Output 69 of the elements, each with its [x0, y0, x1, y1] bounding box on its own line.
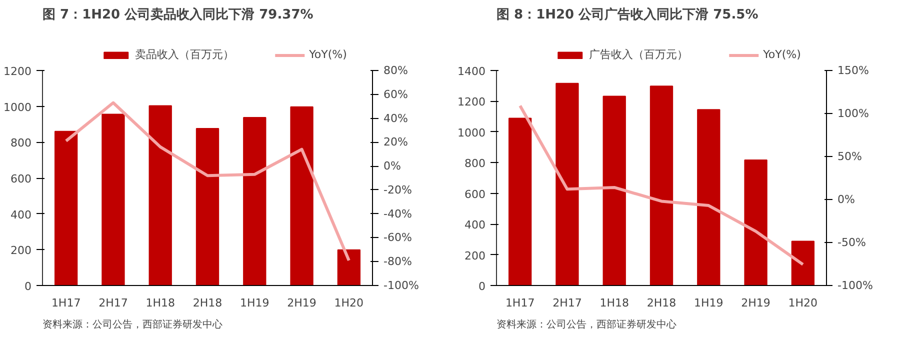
- y2-tick-label: -40%: [384, 207, 412, 220]
- y2-tick-label: 60%: [384, 88, 408, 101]
- bar: [650, 86, 674, 286]
- y2-tick-label: 150%: [838, 64, 869, 77]
- chart-title: 图 7：1H20 公司卖品收入同比下滑 79.37%: [42, 6, 314, 22]
- x-tick-label: 2H17: [552, 296, 582, 310]
- bar: [148, 105, 172, 286]
- x-tick-label: 1H20: [334, 296, 364, 310]
- bar: [196, 128, 220, 286]
- y-tick-label: 1400: [458, 65, 486, 78]
- y-tick-label: 800: [10, 136, 32, 150]
- y-tick-label: 200: [464, 249, 486, 262]
- x-tick-label: 2H19: [741, 296, 770, 310]
- y-tick-label: 600: [10, 172, 32, 186]
- y2-tick-label: -100%: [838, 279, 873, 292]
- y2-tick-label: -80%: [384, 255, 412, 268]
- y2-tick-label: 80%: [384, 64, 408, 77]
- chart-title: 图 8：1H20 公司广告收入同比下滑 75.5%: [496, 6, 758, 22]
- x-tick-label: 1H19: [694, 296, 724, 310]
- x-tick-label: 1H17: [505, 296, 535, 310]
- x-tick-label: 1H18: [600, 296, 630, 310]
- bar: [290, 106, 314, 286]
- bar: [602, 96, 626, 286]
- y-tick-label: 600: [464, 188, 486, 201]
- y2-tick-label: 100%: [838, 107, 869, 120]
- bar: [337, 249, 361, 286]
- y2-tick-label: 20%: [384, 136, 408, 149]
- bar: [243, 116, 266, 286]
- y2-tick-label: 0%: [384, 160, 401, 173]
- line-series: [518, 104, 804, 266]
- bar: [791, 240, 815, 286]
- y-tick-label: 400: [10, 208, 32, 222]
- x-tick-label: 1H18: [146, 296, 176, 310]
- y-tick-label: 0: [24, 280, 32, 293]
- y-tick-label: 1000: [458, 126, 486, 140]
- text: 资料来源：公司公告，西部证券研发中心: [496, 318, 676, 330]
- bar: [54, 130, 78, 286]
- y-tick-label: 0: [478, 280, 486, 293]
- y2-tick-label: -20%: [384, 183, 412, 196]
- y-tick-label: 400: [464, 218, 486, 232]
- text: 资料来源：公司公告，西部证券研发中心: [42, 318, 222, 330]
- y2-tick-label: 50%: [838, 150, 862, 163]
- legend-label: 卖品收入（百万元）: [135, 47, 234, 62]
- legend-label: 广告收入（百万元）: [589, 47, 688, 62]
- y2-tick-label: 40%: [384, 112, 408, 125]
- y2-tick-label: 0%: [838, 193, 855, 206]
- y-tick-label: 1000: [4, 100, 32, 114]
- x-tick-label: 2H18: [192, 296, 222, 310]
- x-tick-label: 1H17: [51, 296, 81, 310]
- x-tick-label: 1H20: [788, 296, 818, 310]
- legend-label: YoY(%): [309, 48, 347, 61]
- y-tick-label: 200: [10, 244, 32, 258]
- y2-tick-label: -50%: [838, 236, 866, 249]
- bar: [556, 82, 579, 286]
- bar: [744, 160, 768, 286]
- x-tick-label: 2H17: [98, 296, 128, 310]
- x-tick-label: 1H19: [240, 296, 270, 310]
- x-tick-label: 2H18: [646, 296, 676, 310]
- y2-tick-label: -60%: [384, 231, 412, 244]
- bar: [102, 114, 125, 286]
- legend-label: YoY(%): [763, 48, 801, 61]
- x-tick-label: 2H19: [287, 296, 316, 310]
- y-tick-label: 1200: [458, 96, 486, 109]
- bar: [697, 109, 720, 286]
- y-tick-label: 800: [464, 157, 486, 170]
- line-series: [64, 101, 350, 262]
- y2-tick-label: -100%: [384, 279, 419, 292]
- bar: [508, 118, 532, 286]
- y-tick-label: 1200: [4, 65, 32, 78]
